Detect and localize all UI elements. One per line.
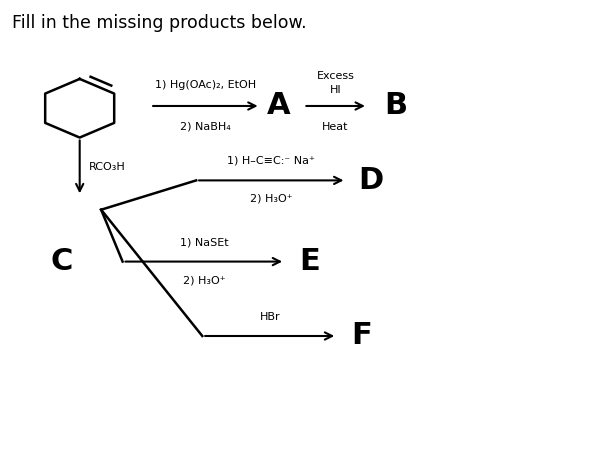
Text: HBr: HBr: [259, 312, 280, 322]
Text: 1) Hg(OAc)₂, EtOH: 1) Hg(OAc)₂, EtOH: [155, 80, 256, 90]
Text: D: D: [358, 166, 384, 195]
Text: A: A: [267, 92, 291, 120]
Text: 1) NaSEt: 1) NaSEt: [180, 237, 228, 247]
Text: HI: HI: [330, 85, 341, 95]
Text: Excess: Excess: [317, 71, 354, 81]
Text: 1) H–C≡C:⁻ Na⁺: 1) H–C≡C:⁻ Na⁺: [227, 156, 315, 166]
Text: 2) NaBH₄: 2) NaBH₄: [180, 122, 230, 132]
Text: Fill in the missing products below.: Fill in the missing products below.: [12, 14, 307, 32]
Text: 2) H₃O⁺: 2) H₃O⁺: [183, 275, 225, 285]
Text: 2) H₃O⁺: 2) H₃O⁺: [250, 194, 292, 204]
Text: RCO₃H: RCO₃H: [89, 162, 126, 172]
Text: Heat: Heat: [322, 122, 349, 132]
Text: F: F: [351, 322, 372, 350]
Text: C: C: [50, 247, 72, 276]
Text: B: B: [384, 92, 407, 120]
Text: E: E: [299, 247, 320, 276]
